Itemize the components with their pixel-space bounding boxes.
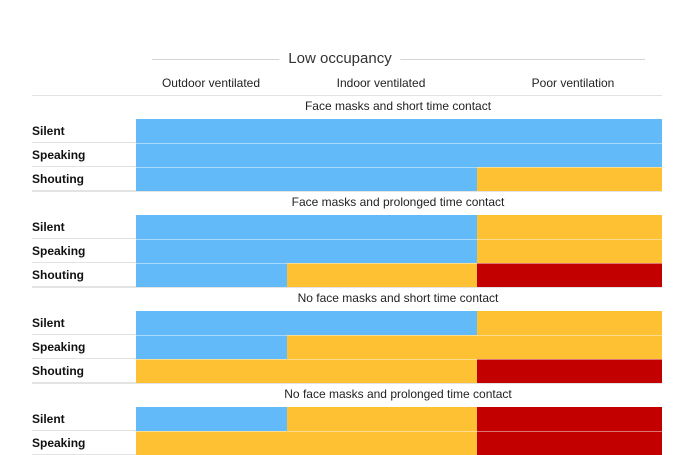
heatmap-cell-medium xyxy=(287,431,477,455)
row-separator xyxy=(136,167,662,168)
heatmap-cell-low xyxy=(136,239,287,263)
heatmap-cell-high xyxy=(477,431,662,455)
heatmap-cell-medium xyxy=(287,359,477,383)
section-title-2: No face masks and short time contact xyxy=(297,291,499,305)
row-separator xyxy=(136,359,662,360)
heatmap-cell-low xyxy=(287,239,477,263)
row-label-rule xyxy=(32,286,136,287)
heatmap-cell-medium xyxy=(477,239,662,263)
heatmap-cell-low xyxy=(136,407,287,431)
row-label: Silent xyxy=(32,220,65,234)
heatmap-cell-low xyxy=(136,215,287,239)
heatmap-cell-low xyxy=(287,143,477,167)
heatmap-cell-high xyxy=(477,263,662,287)
section-rule xyxy=(32,383,662,384)
section-rule xyxy=(32,95,662,96)
row-label-rule xyxy=(32,430,136,431)
heatmap-cell-low xyxy=(136,335,287,359)
heatmap-cell-low xyxy=(287,167,477,191)
row-label-rule xyxy=(32,166,136,167)
row-separator xyxy=(136,263,662,264)
row-label-rule xyxy=(32,190,136,191)
heatmap-cell-low xyxy=(136,311,287,335)
section-title-0: Face masks and short time contact xyxy=(304,99,492,113)
heatmap-cell-medium xyxy=(136,359,287,383)
row-separator xyxy=(136,143,662,144)
heatmap-cell-medium xyxy=(287,407,477,431)
section-rule xyxy=(32,287,662,288)
section-rule xyxy=(32,191,662,192)
occupancy-risk-chart: Low occupancy Outdoor ventilated Indoor v… xyxy=(32,50,662,455)
heatmap-cell-medium xyxy=(477,167,662,191)
heatmap-cell-medium xyxy=(477,311,662,335)
heatmap-cell-medium xyxy=(287,263,477,287)
heatmap-cell-low xyxy=(136,143,287,167)
heatmap-cell-low xyxy=(136,263,287,287)
row-label-rule xyxy=(32,382,136,383)
column-label-1: Indoor ventilated xyxy=(336,76,426,90)
row-label-rule xyxy=(32,142,136,143)
heatmap-cell-low xyxy=(287,311,477,335)
row-label: Silent xyxy=(32,124,65,138)
heatmap-cell-low xyxy=(287,119,477,143)
row-label-rule xyxy=(32,238,136,239)
heatmap-cell-high xyxy=(477,407,662,431)
row-separator xyxy=(136,239,662,240)
row-label-rule xyxy=(32,358,136,359)
heatmap-cell-low xyxy=(477,143,662,167)
row-label: Shouting xyxy=(32,268,84,282)
row-label-rule xyxy=(32,262,136,263)
row-label-rule xyxy=(32,334,136,335)
heatmap-cell-high xyxy=(477,359,662,383)
row-separator xyxy=(136,431,662,432)
column-label-2: Poor ventilation xyxy=(531,76,615,90)
row-label: Speaking xyxy=(32,244,86,258)
section-title-3: No face masks and prolonged time contact xyxy=(284,387,512,401)
row-separator xyxy=(136,335,662,336)
heatmap-cell-low xyxy=(136,119,287,143)
column-label-0: Outdoor ventilated xyxy=(161,76,261,90)
heatmap-cell-medium xyxy=(477,335,662,359)
row-label: Speaking xyxy=(32,148,86,162)
heatmap-cell-low xyxy=(136,167,287,191)
heatmap-cell-low xyxy=(287,215,477,239)
row-label: Silent xyxy=(32,412,65,426)
row-label: Speaking xyxy=(32,340,86,354)
header-title: Low occupancy xyxy=(279,50,401,67)
section-title-1: Face masks and prolonged time contact xyxy=(291,195,505,209)
heatmap-cell-medium xyxy=(287,335,477,359)
row-label: Silent xyxy=(32,316,65,330)
row-label: Speaking xyxy=(32,436,86,450)
heatmap-cell-medium xyxy=(136,431,287,455)
heatmap-cell-low xyxy=(477,119,662,143)
row-label: Shouting xyxy=(32,364,84,378)
row-label: Shouting xyxy=(32,172,84,186)
heatmap-cell-medium xyxy=(477,215,662,239)
